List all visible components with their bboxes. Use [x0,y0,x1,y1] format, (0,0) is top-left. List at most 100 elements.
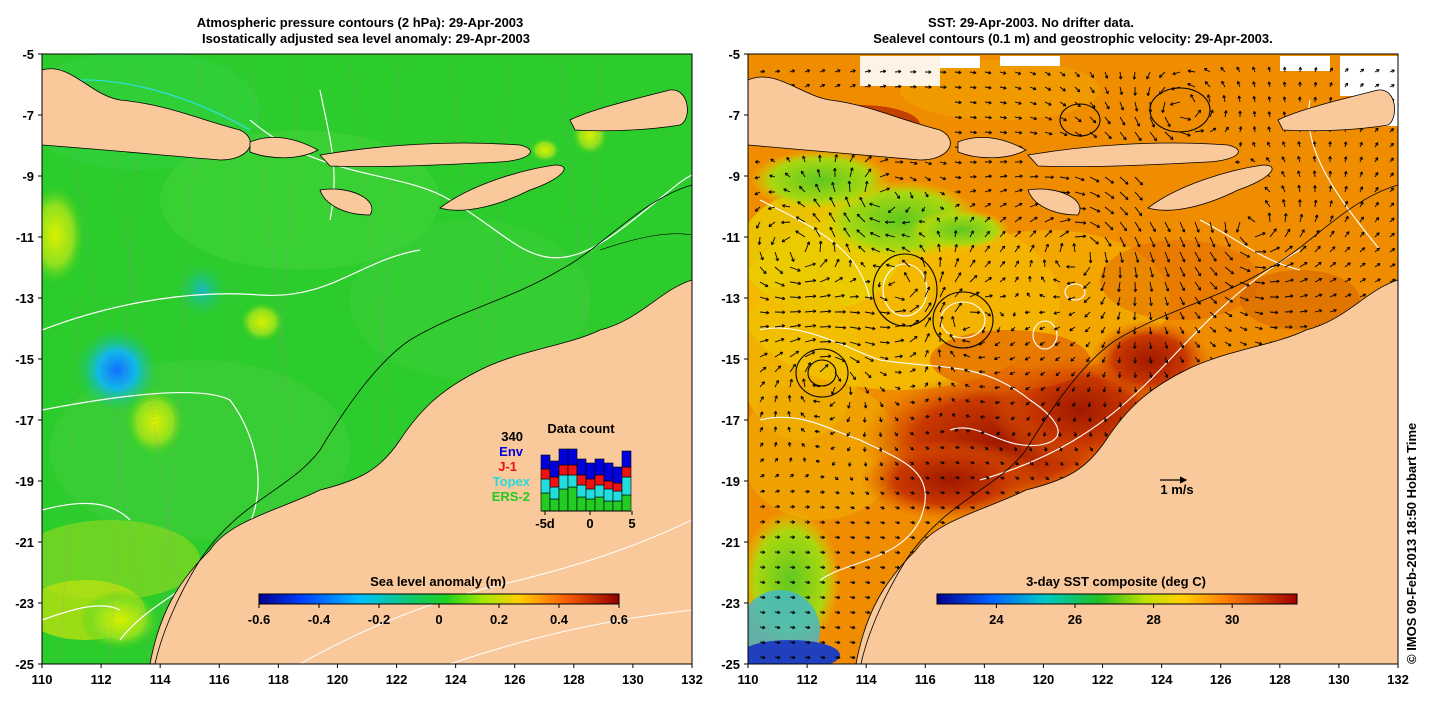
data-count-bar-segment [604,463,613,481]
data-count-bar-segment [622,451,631,467]
data-count-bar-segment [604,501,613,511]
data-count-bar-segment [568,465,577,475]
data-count-bar-segment [559,465,568,475]
left-xtick-label: 112 [91,672,112,687]
left-cb-tick-label: 0 [435,612,442,627]
left-xtick-label: 124 [445,672,467,687]
left-title-line1: Atmospheric pressure contours (2 hPa): 2… [197,15,524,30]
data-count-bar-segment [595,485,604,497]
data-count-bar-segment [613,483,622,491]
data-count-bar-segment [541,455,550,469]
data-count-bar-segment [604,481,613,489]
data-count-bar-segment [541,479,550,493]
left-xtick-label: 120 [327,672,349,687]
left-colorbar-title: Sea level anomaly (m) [370,574,506,589]
data-count-bar-segment [586,463,595,479]
right-cb-tick-label: 26 [1068,612,1082,627]
left-xtick-label: 118 [268,672,289,687]
left-cb-tick-label: -0.4 [308,612,331,627]
right-xtick-label: 128 [1269,672,1291,687]
left-xtick-label: 130 [622,672,644,687]
left-map-sea-level-anomaly [20,50,692,664]
left-ytick-label: -19 [15,474,34,489]
right-ytick-label: -13 [721,291,740,306]
left-colorbar [259,594,619,604]
right-xtick-label: 114 [856,672,878,687]
data-count-bar-segment [577,475,586,485]
data-count-bar-segment [550,477,559,487]
left-ytick-label: -25 [15,657,34,672]
right-xtick-label: 130 [1328,672,1350,687]
right-xtick-label: 118 [974,672,995,687]
legend-env: Env [499,444,524,459]
data-count-bar-segment [577,497,586,511]
left-xtick-label: 132 [681,672,703,687]
left-cb-tick-label: -0.2 [368,612,390,627]
sla-high-west [25,185,85,285]
right-xtick-label: 120 [1033,672,1055,687]
left-title-line2: Isostatically adjusted sea level anomaly… [202,31,530,46]
data-count-bar-segment [550,461,559,477]
data-count-tick-neg5: -5d [535,516,555,531]
data-count-bar-segment [568,475,577,487]
right-ytick-label: -17 [721,413,740,428]
left-xtick-label: 110 [32,672,53,687]
legend-topex: Topex [493,474,531,489]
sla-high-eddy [125,388,185,456]
right-xtick-label: 112 [797,672,818,687]
right-cb-tick-label: 28 [1146,612,1160,627]
left-ytick-label: -9 [22,169,34,184]
data-count-bar-segment [541,493,550,511]
data-count-bar-segment [568,449,577,465]
left-xtick-label: 126 [504,672,526,687]
data-count-bar-segment [613,467,622,483]
right-colorbar [937,594,1297,604]
left-ytick-label: -13 [15,291,34,306]
right-title-line2: Sealevel contours (0.1 m) and geostrophi… [873,31,1273,46]
data-count-bar-segment [577,459,586,475]
right-xtick-label: 126 [1210,672,1232,687]
data-count-bar-segment [586,489,595,499]
legend-ers2: ERS-2 [492,489,530,504]
left-ytick-label: -23 [15,596,34,611]
right-ytick-label: -7 [728,108,740,123]
left-cb-tick-label: 0.4 [550,612,569,627]
data-count-bar-segment [577,485,586,497]
sla-low-eddy-2 [176,262,228,318]
right-ytick-label: -19 [721,474,740,489]
data-count-bar-segment [568,487,577,511]
left-ytick-label: -21 [15,535,34,550]
data-count-bar-segment [622,495,631,511]
data-count-bar-segment [604,489,613,501]
data-count-bar-segment [559,489,568,511]
data-count-bar-segment [595,497,604,511]
left-cb-tick-label: 0.2 [490,612,508,627]
data-count-bar-segment [559,475,568,489]
velocity-arrow [790,297,801,298]
left-ytick-label: -15 [15,352,34,367]
data-count-bar-segment [622,477,631,495]
right-ytick-label: -25 [721,657,740,672]
velocity-scale-label: 1 m/s [1160,482,1193,497]
left-cb-tick-label: 0.6 [610,612,628,627]
right-xtick-label: 124 [1151,672,1173,687]
data-count-title: Data count [547,421,615,436]
right-cb-tick-label: 24 [989,612,1004,627]
right-ytick-label: -15 [721,352,740,367]
data-count-bar-segment [586,499,595,511]
left-xtick-label: 114 [150,672,172,687]
right-title-line1: SST: 29-Apr-2003. No drifter data. [928,15,1134,30]
right-ytick-label: -11 [722,230,740,245]
right-ytick-label: -23 [721,596,740,611]
data-count-tick-5: 5 [628,516,635,531]
data-count-bar-segment [595,475,604,485]
data-count-bar-segment [613,501,622,511]
data-count-bar-segment [613,491,622,501]
right-ytick-label: -5 [728,47,740,62]
data-count-bar-segment [559,449,568,465]
left-ytick-label: -17 [15,413,34,428]
data-count-bar-segment [622,467,631,477]
left-ytick-label: -11 [16,230,34,245]
data-count-bar-segment [595,459,604,475]
